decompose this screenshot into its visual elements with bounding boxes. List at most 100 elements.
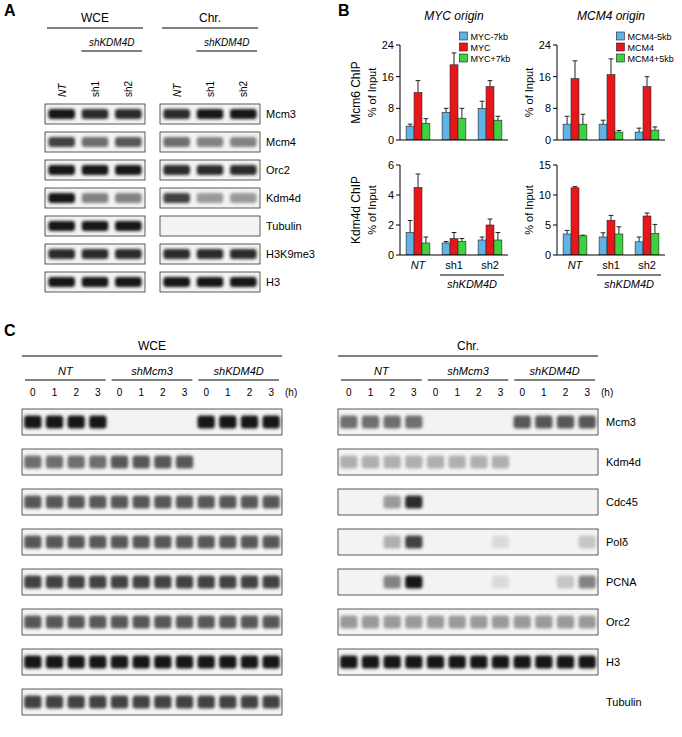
row-label: Orc2 (606, 616, 630, 628)
blot-frame (22, 569, 282, 595)
panel-label: A (4, 2, 16, 19)
group-rule (514, 380, 595, 381)
band (230, 137, 257, 147)
blot-frame (22, 609, 282, 635)
error-bar (416, 81, 421, 93)
band (24, 536, 41, 549)
band (24, 656, 41, 669)
band (163, 277, 190, 287)
blot-frame (160, 188, 260, 208)
band (492, 616, 509, 629)
band (362, 416, 379, 429)
band (46, 696, 63, 709)
y-axis (557, 45, 558, 140)
band (197, 109, 224, 119)
error-bar (444, 108, 449, 112)
band (68, 656, 85, 669)
band (154, 656, 171, 669)
band (241, 656, 258, 669)
band (198, 656, 215, 669)
block-title: Chr. (457, 339, 479, 353)
band (48, 193, 75, 203)
band (46, 656, 63, 669)
band (24, 576, 41, 589)
error-bar (573, 61, 578, 79)
band (427, 456, 444, 469)
band (115, 165, 142, 175)
band (405, 656, 422, 669)
time-label: 3 (411, 387, 417, 398)
row-label: Mcm6 ChIP (349, 61, 363, 124)
error-bar (617, 131, 622, 133)
blot-frame (338, 569, 598, 595)
band (82, 137, 109, 147)
tick (553, 225, 557, 226)
band (176, 536, 193, 549)
band (340, 456, 357, 469)
band (263, 656, 280, 669)
band (579, 616, 596, 629)
legend-swatch (616, 43, 624, 51)
band (46, 536, 63, 549)
tick (553, 76, 557, 77)
error-bar (573, 187, 578, 188)
error-bar (609, 59, 614, 75)
time-label: 0 (433, 387, 439, 398)
group-rule (198, 380, 279, 381)
legend-swatch (616, 32, 624, 40)
band (154, 536, 171, 549)
band (24, 696, 41, 709)
band (111, 616, 128, 629)
band (514, 656, 531, 669)
band (89, 536, 106, 549)
x-axis (557, 140, 665, 141)
band (427, 616, 444, 629)
blot-c-block: NT0123shMcm30123shKDM4D0123(h) (338, 356, 613, 675)
band (219, 656, 236, 669)
band (241, 416, 258, 429)
band (48, 109, 75, 119)
tick-label: 4 (388, 189, 394, 201)
x-axis (400, 255, 508, 256)
tick-label: 16 (382, 71, 394, 83)
band (557, 576, 574, 589)
error-bar (565, 116, 570, 124)
bar (651, 130, 659, 140)
bar (571, 188, 579, 255)
group-label: shMcm3 (131, 365, 173, 377)
blot-frame (22, 529, 282, 555)
blot-a-block (45, 28, 145, 292)
band (362, 456, 379, 469)
blot-frame (45, 272, 145, 292)
legend-label: MCM4 (627, 43, 654, 53)
band (197, 249, 224, 259)
error-bar (565, 230, 570, 234)
band (241, 496, 258, 509)
bar (599, 124, 607, 140)
band (89, 416, 106, 429)
band (340, 416, 357, 429)
band (230, 249, 257, 259)
band (470, 616, 487, 629)
time-label: 3 (95, 387, 101, 398)
band (163, 137, 190, 147)
bar (450, 65, 458, 140)
tick-label: 2 (388, 219, 394, 231)
band (163, 193, 190, 203)
time-label: 2 (476, 387, 482, 398)
panel-label: C (4, 322, 16, 339)
band (241, 616, 258, 629)
tick-label: 0 (545, 134, 551, 146)
bar (607, 75, 615, 140)
band (514, 416, 531, 429)
tick-label: 8 (388, 102, 394, 114)
band (48, 221, 75, 231)
time-label: 0 (203, 387, 209, 398)
band (154, 616, 171, 629)
band (263, 496, 280, 509)
bar (615, 132, 623, 140)
category-label: sh1 (602, 259, 620, 271)
band (111, 456, 128, 469)
row-label: Tubulin (606, 696, 642, 708)
blot-frame (45, 104, 145, 124)
